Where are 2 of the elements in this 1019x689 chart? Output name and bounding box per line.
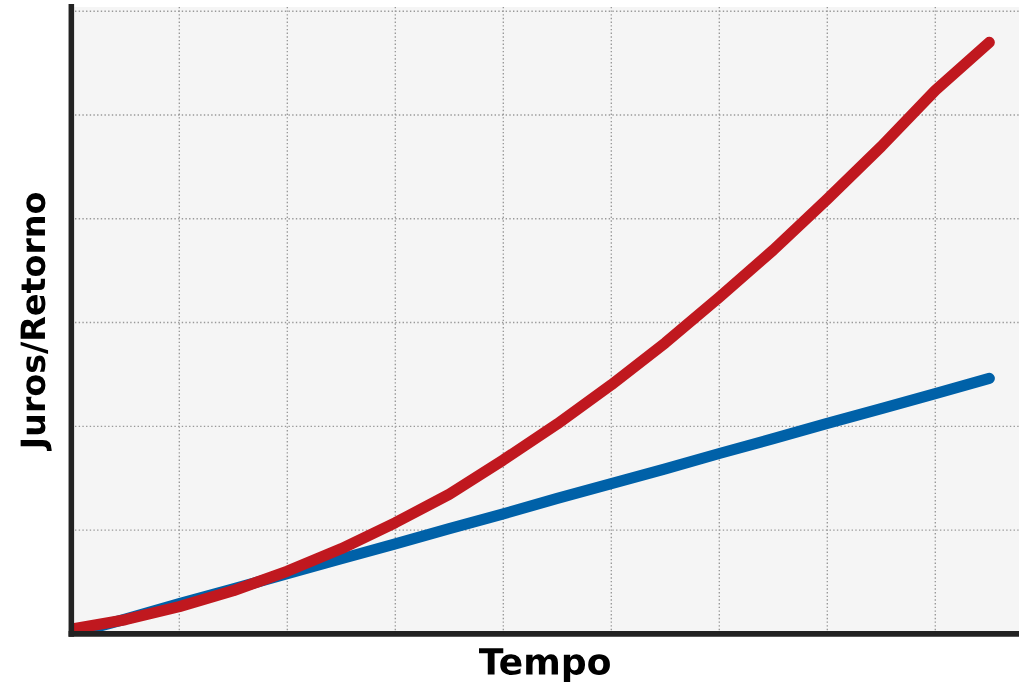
x-axis-title: Tempo — [479, 648, 610, 683]
y-axis-title: Juros/Retorno — [20, 192, 52, 452]
